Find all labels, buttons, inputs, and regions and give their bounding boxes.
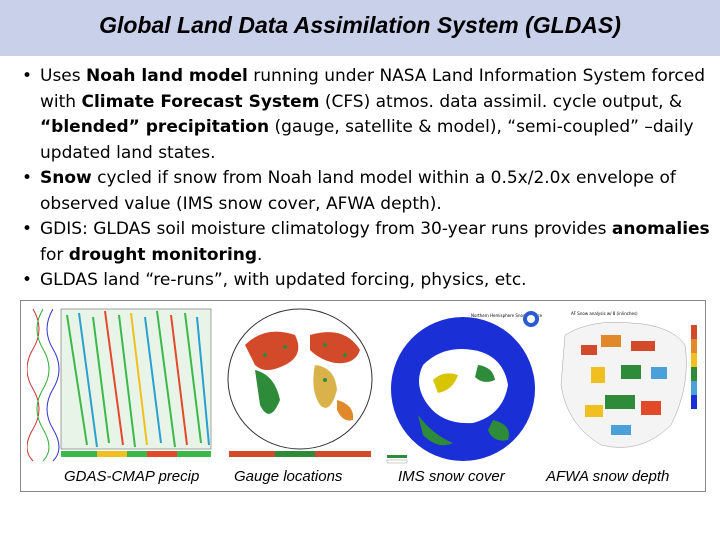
ims-snow-cover-figure: Northern Hemisphere Snow and Ice (383, 305, 543, 465)
figure-panel: Northern Hemisphere Snow and Ice AF Snow… (20, 300, 706, 492)
bullet-item: • GDIS: GLDAS soil moisture climatology f… (22, 217, 712, 268)
bullet-text: (CFS) atmos. data assimil. cycle output,… (319, 91, 683, 112)
gauge-locations-figure (227, 308, 373, 457)
bullet-text: (gauge, satellite & model), “semi-couple… (40, 117, 694, 163)
bullet-text: drought monitoring (68, 244, 258, 265)
bullet-text: Snow (40, 168, 92, 188)
bullet-list: • Uses Noah land model running under NASA… (22, 64, 712, 294)
bullet-text: GDIS: GLDAS soil moisture climatology fr… (40, 219, 612, 239)
bullet-text: anomalies (611, 219, 710, 239)
bullet-text: for (40, 244, 69, 265)
caption-ims: IMS snow cover (398, 468, 505, 485)
bullet-text: running under NASA Land Information Syst… (40, 66, 705, 112)
caption-cmap: GDAS-CMAP precip (64, 468, 200, 485)
bullet-dot: • (22, 219, 33, 239)
bullet-text: Climate Forecast System (81, 91, 320, 112)
bullet-text: Noah land model (86, 66, 248, 86)
bullet-text: GLDAS land “re-runs”, with updated forci… (40, 270, 527, 290)
bullet-text: . (257, 244, 263, 265)
ims-figure-title: Northern Hemisphere Snow and Ice (471, 313, 543, 318)
slide-title: Global Land Data Assimilation System (GL… (99, 12, 621, 38)
cmap-precip-figure (27, 305, 217, 465)
bullet-text: cycled if snow from Noah land model with… (40, 168, 676, 214)
caption-gauge: Gauge locations (234, 468, 343, 485)
bullet-item: • GLDAS land “re-runs”, with updated forc… (22, 268, 712, 294)
bullet-dot: • (22, 66, 33, 86)
bullet-text: Uses (40, 66, 87, 86)
afwa-figure-title: AF Snow analysis w/ 8 (in/inches) (571, 311, 638, 316)
caption-afwa: AFWA snow depth (546, 468, 670, 485)
title-bar (0, 0, 720, 56)
bullet-text: “blended” precipitation (40, 117, 270, 137)
bullet-item: • Uses Noah land model running under NASA… (22, 64, 712, 166)
bullet-dot: • (22, 168, 33, 188)
afwa-snow-depth-figure: AF Snow analysis w/ 8 (in/inches) (551, 305, 701, 465)
bullet-item: • Snow cycled if snow from Noah land mode… (22, 166, 712, 217)
bullet-dot: • (22, 270, 33, 290)
